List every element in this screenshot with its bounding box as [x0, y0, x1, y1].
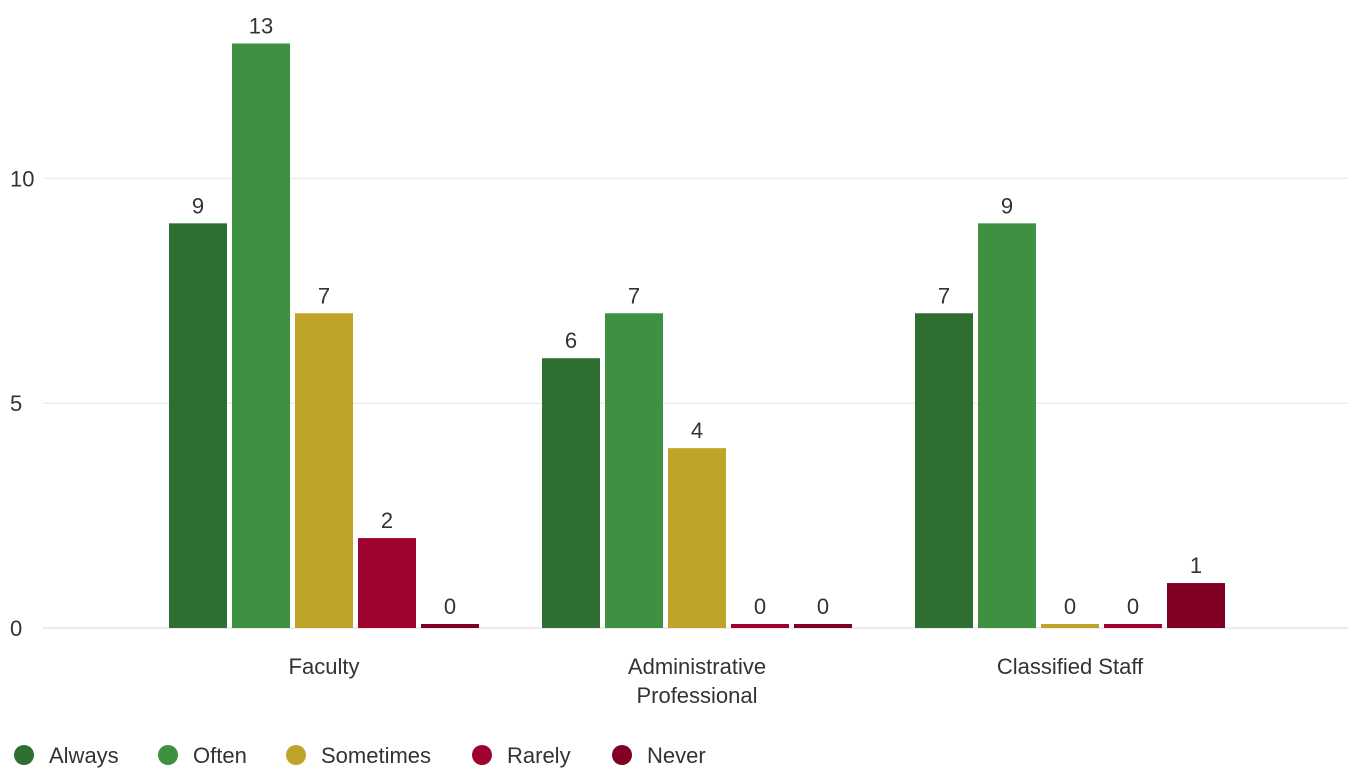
category-label: Faculty — [289, 654, 360, 679]
legend-marker-sometimes — [286, 745, 306, 765]
data-label: 7 — [318, 283, 330, 308]
category-label: Administrative — [628, 654, 766, 679]
bar-sometimes — [668, 448, 726, 628]
legend-marker-always — [14, 745, 34, 765]
legend-marker-rarely — [472, 745, 492, 765]
data-label: 13 — [249, 13, 273, 38]
y-tick-label: 0 — [10, 616, 22, 641]
legend-label: Sometimes — [321, 743, 431, 768]
data-label: 9 — [1001, 193, 1013, 218]
data-label: 1 — [1190, 553, 1202, 578]
data-label: 0 — [754, 594, 766, 619]
category-label: Professional — [636, 683, 757, 708]
bar-often — [978, 223, 1036, 628]
data-label: 0 — [1064, 594, 1076, 619]
bar-sometimes — [295, 313, 353, 628]
data-label: 4 — [691, 418, 703, 443]
data-label: 0 — [1127, 594, 1139, 619]
bar-often — [605, 313, 663, 628]
data-label: 0 — [817, 594, 829, 619]
y-tick-label: 5 — [10, 391, 22, 416]
bar-never — [421, 624, 479, 628]
data-label: 9 — [192, 193, 204, 218]
legend-marker-never — [612, 745, 632, 765]
legend-marker-often — [158, 745, 178, 765]
data-label: 6 — [565, 328, 577, 353]
bar-always — [915, 313, 973, 628]
y-tick-label: 10 — [10, 166, 34, 191]
bar-never — [1167, 583, 1225, 628]
bar-never — [794, 624, 852, 628]
data-label: 2 — [381, 508, 393, 533]
bar-sometimes — [1041, 624, 1099, 628]
data-label: 7 — [938, 283, 950, 308]
legend-label: Rarely — [507, 743, 571, 768]
legend-label: Never — [647, 743, 706, 768]
bar-rarely — [358, 538, 416, 628]
bar-rarely — [731, 624, 789, 628]
bar-often — [232, 43, 290, 629]
category-label: Classified Staff — [997, 654, 1144, 679]
bar-always — [169, 223, 227, 628]
legend-label: Often — [193, 743, 247, 768]
bar-always — [542, 358, 600, 628]
legend-label: Always — [49, 743, 119, 768]
data-label: 7 — [628, 283, 640, 308]
data-label: 0 — [444, 594, 456, 619]
bar-rarely — [1104, 624, 1162, 628]
